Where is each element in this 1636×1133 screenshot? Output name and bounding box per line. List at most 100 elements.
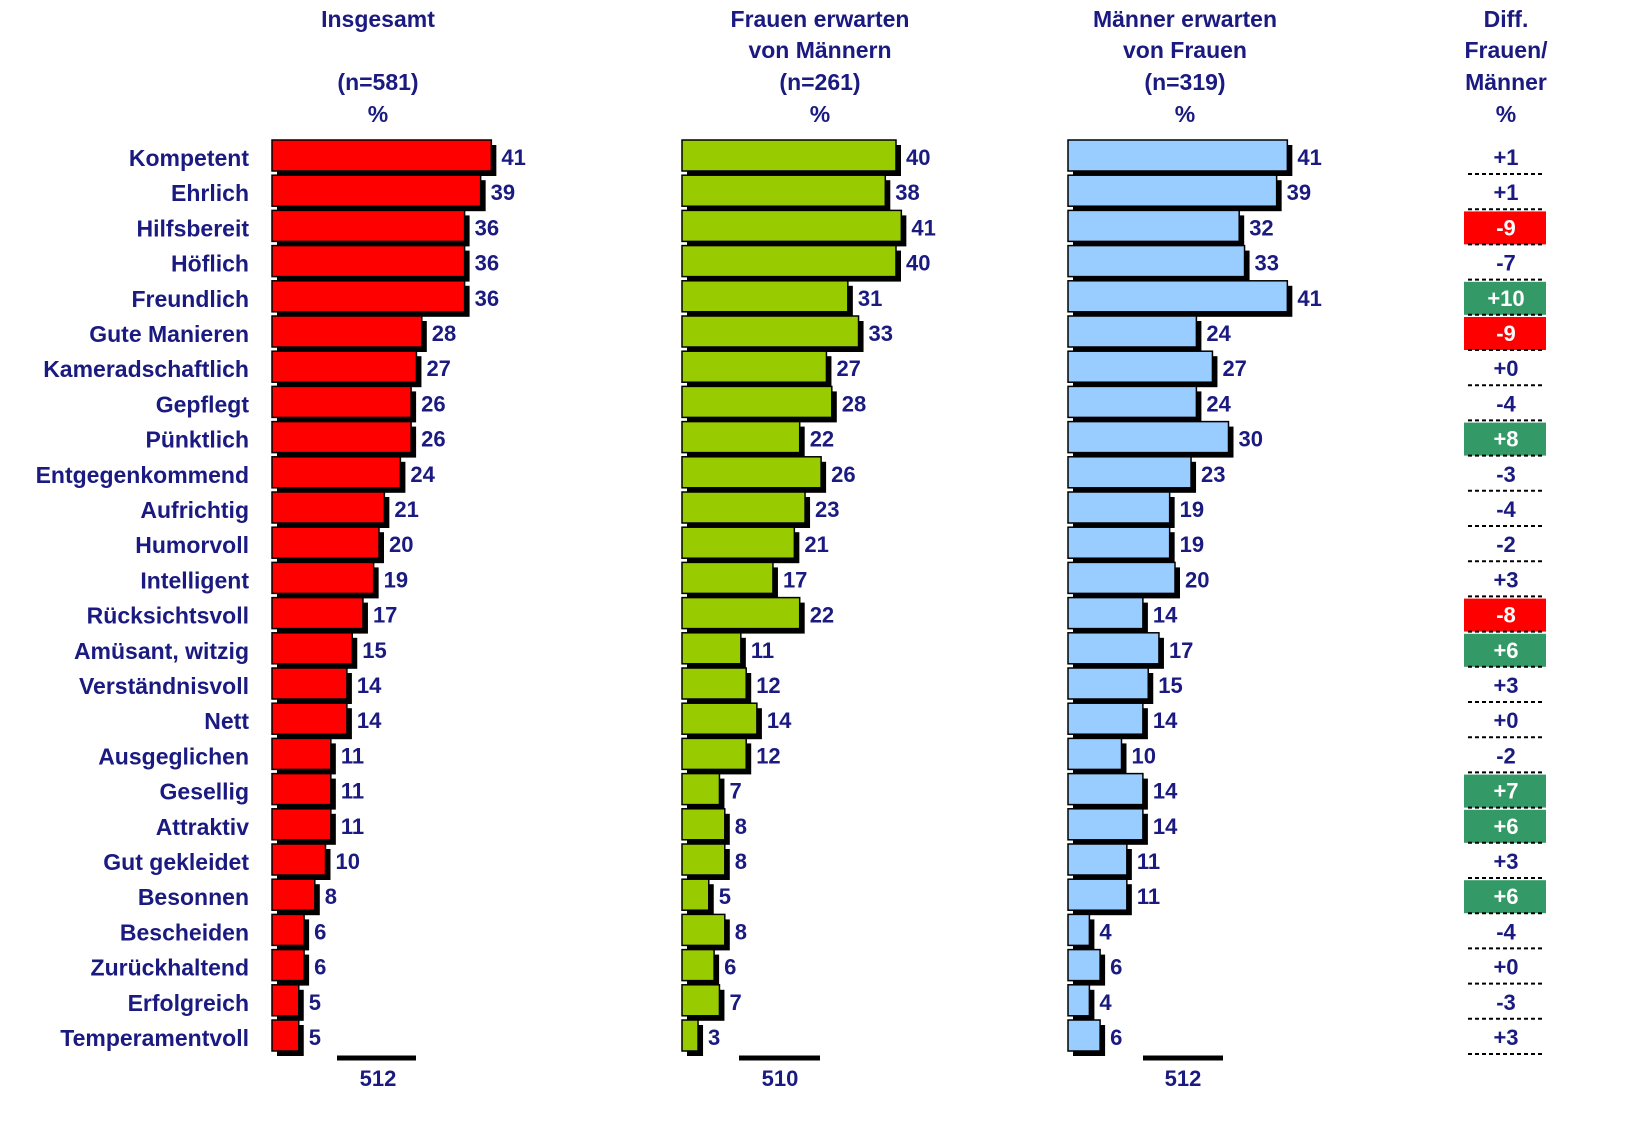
bar-value-label: 19 [1180, 532, 1204, 557]
diff-value: +7 [1493, 779, 1518, 804]
diff-highlight [1464, 633, 1546, 667]
bar-value-label: 30 [1239, 427, 1263, 452]
bar [1067, 174, 1278, 207]
bar-value-label: 33 [869, 321, 893, 346]
series-header-line: % [810, 101, 830, 127]
bar [681, 808, 726, 841]
diff-header-line: Männer [1465, 69, 1547, 95]
diff-value: -4 [1496, 391, 1516, 416]
bar-value-label: 41 [501, 145, 525, 170]
bar-value-label: 27 [426, 356, 450, 381]
bar [1067, 948, 1101, 982]
bar [681, 420, 801, 454]
bar-value-label: 12 [756, 743, 780, 768]
bar [681, 772, 721, 806]
bar [681, 878, 710, 911]
series-header-line: von Frauen [1123, 37, 1247, 63]
category-label: Gut gekleidet [103, 849, 249, 875]
bar-value-label: 4 [1099, 919, 1112, 944]
bar [1067, 139, 1289, 172]
bar [1067, 984, 1091, 1017]
bar [271, 209, 466, 243]
diff-value: -2 [1496, 743, 1516, 768]
bar [1067, 737, 1123, 771]
bar [681, 632, 742, 665]
category-label: Nett [204, 708, 249, 734]
bar-value-label: 3 [708, 1025, 720, 1050]
bar-value-label: 14 [1153, 708, 1178, 733]
bar-value-label: 39 [491, 180, 515, 205]
bar [271, 139, 493, 172]
bar-value-label: 24 [1206, 391, 1231, 416]
bar [681, 561, 774, 595]
bar [271, 174, 482, 207]
bar [271, 420, 412, 454]
bar-value-label: 24 [410, 462, 435, 487]
bar-value-label: 33 [1255, 251, 1279, 276]
bar [271, 596, 364, 630]
bar [1067, 491, 1171, 524]
bar-value-label: 26 [421, 391, 445, 416]
bar-value-label: 19 [1180, 497, 1204, 522]
bar [271, 280, 466, 313]
diff-value: -2 [1496, 532, 1516, 557]
bar-value-label: 26 [421, 427, 445, 452]
bar [681, 491, 806, 524]
bar-value-label: 11 [341, 779, 364, 804]
bar-value-label: 8 [325, 884, 337, 909]
bar [681, 315, 860, 348]
diff-value: -3 [1496, 990, 1516, 1015]
bar-value-label: 24 [1206, 321, 1231, 346]
bar [681, 139, 897, 172]
diff-value: +1 [1493, 145, 1518, 170]
series-header-line: (n=319) [1144, 69, 1225, 95]
diff-highlight [1464, 422, 1546, 456]
diff-column: +1 +1 -9 -7 +10 -9 +0 -4 +8 -3 -4 -2 +3 -8 +6 +3 +0 -2 +7 +… [1464, 145, 1546, 1055]
bar-value-label: 14 [767, 708, 792, 733]
category-label: Gesellig [160, 779, 249, 805]
bar [271, 315, 423, 348]
bar-value-label: 11 [1137, 849, 1160, 874]
bar [271, 632, 353, 665]
bar-value-label: 40 [906, 145, 930, 170]
bar [271, 244, 466, 278]
bar-value-label: 41 [1297, 145, 1321, 170]
category-label: Temperamentvoll [60, 1025, 249, 1051]
bar-value-label: 11 [1137, 884, 1160, 909]
bar [271, 561, 375, 595]
diff-value: +6 [1493, 638, 1518, 663]
bar [271, 350, 418, 383]
category-label: Besonnen [138, 884, 249, 910]
category-label: Ausgeglichen [98, 743, 249, 769]
bar [271, 702, 348, 735]
bar [271, 667, 348, 700]
bar [271, 913, 305, 947]
bar-value-label: 28 [842, 391, 866, 416]
diff-highlight [1464, 880, 1546, 914]
bar-value-label: 4 [1099, 990, 1112, 1015]
bar [271, 737, 332, 771]
bar-value-label: 5 [719, 884, 731, 909]
bar [1067, 843, 1128, 876]
bar [681, 280, 849, 313]
bar-value-label: 31 [858, 286, 882, 311]
bar [1067, 420, 1230, 454]
bar [681, 244, 897, 278]
bar [681, 702, 758, 735]
bar [1067, 632, 1160, 665]
bar [271, 984, 300, 1017]
bar-value-label: 22 [810, 603, 834, 628]
bar [1067, 913, 1091, 947]
bar-value-label: 39 [1287, 180, 1311, 205]
category-label: Erfolgreich [128, 990, 249, 1016]
diff-value: -3 [1496, 462, 1516, 487]
diff-value: -4 [1496, 919, 1516, 944]
bar-value-label: 23 [1201, 462, 1225, 487]
base-label: 512 [1165, 1066, 1202, 1091]
bar-value-label: 8 [735, 814, 747, 839]
bar-value-label: 19 [384, 567, 408, 592]
bar-value-label: 21 [804, 532, 828, 557]
bar [1067, 561, 1176, 595]
diff-highlight [1464, 317, 1546, 350]
series-header-line: Insgesamt [321, 6, 435, 32]
